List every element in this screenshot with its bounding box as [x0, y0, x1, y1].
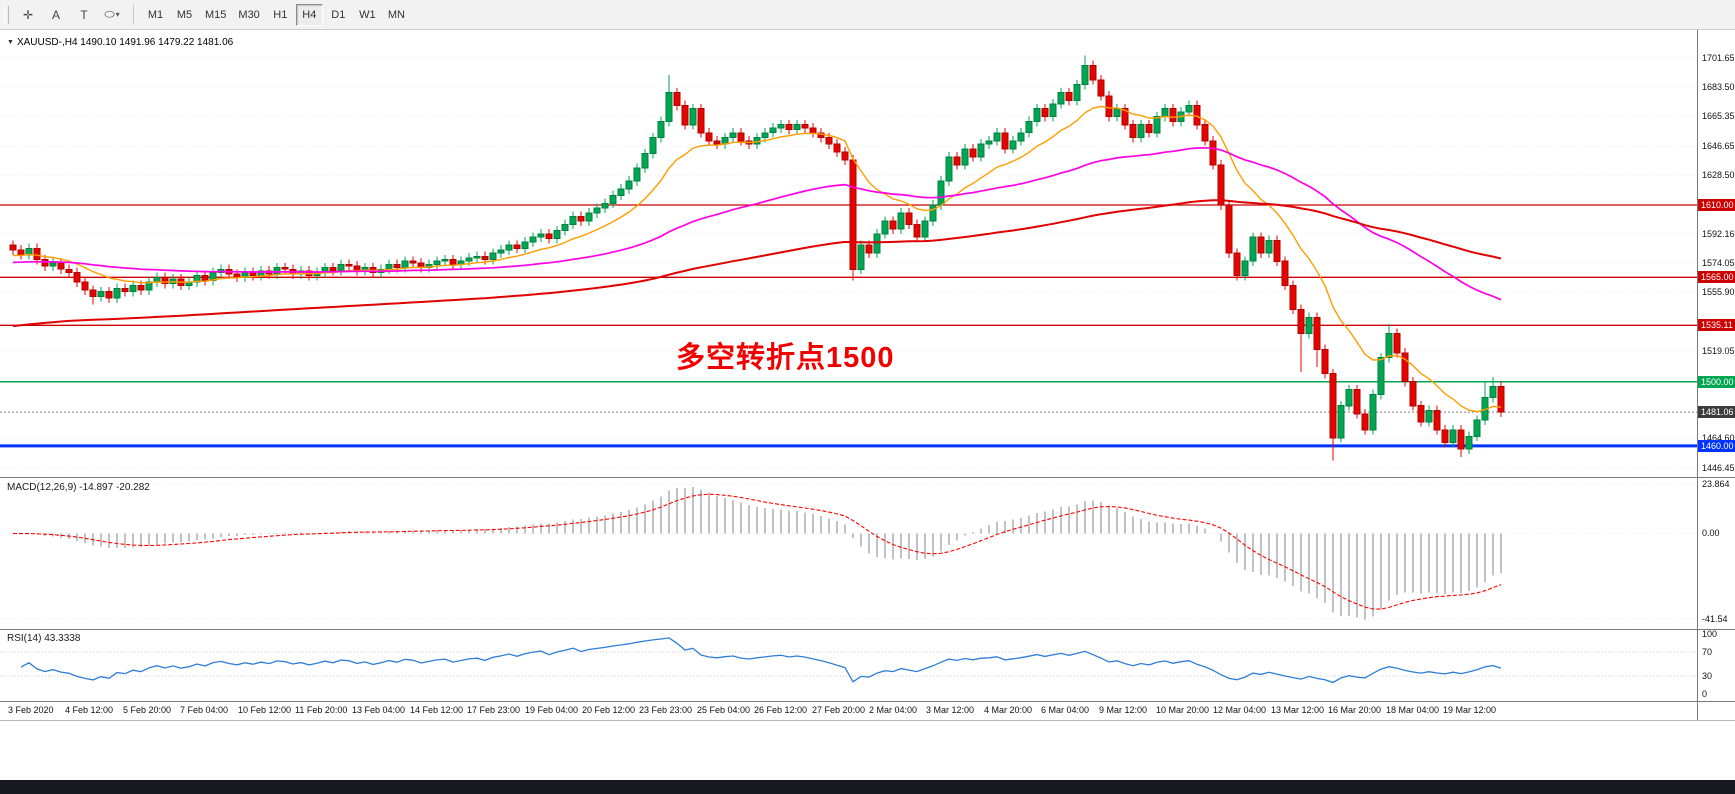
- window-bottom-edge: [0, 720, 1735, 721]
- time-tick-label: 3 Mar 12:00: [926, 705, 975, 715]
- dropdown-caret-icon: ▾: [115, 10, 120, 19]
- time-tick-label: 12 Mar 04:00: [1213, 705, 1267, 715]
- text-label-tool-button[interactable]: T: [71, 3, 97, 26]
- bottom-dark-bar: [0, 780, 1735, 794]
- text-label-tool-icon: T: [80, 7, 88, 22]
- time-tick-label: 2 Mar 04:00: [869, 705, 918, 715]
- time-tick-label: 4 Feb 12:00: [65, 705, 114, 715]
- time-tick-label: 9 Mar 12:00: [1099, 705, 1148, 715]
- drawing-tools-group: ✛ A T ⬭ ▾: [14, 3, 126, 26]
- time-tick-label: 10 Feb 12:00: [238, 705, 292, 715]
- time-tick-label: 18 Mar 04:00: [1386, 705, 1440, 715]
- macd-panel-canvas[interactable]: [0, 478, 1735, 630]
- price-level-badge: 1500.00: [1698, 375, 1735, 388]
- symbol-ohlc-text: XAUUSD-,H4 1490.10 1491.96 1479.22 1481.…: [16, 37, 234, 48]
- axis-tick-label: 0.00: [1702, 528, 1720, 539]
- price-chart-canvas[interactable]: [0, 30, 1735, 478]
- moving-average-slow: [12, 199, 1502, 328]
- crosshair-tool-icon: ✛: [22, 7, 34, 22]
- timeframe-group: M1 M5 M15 M30 H1 H4 D1 W1 MN: [141, 3, 411, 26]
- axis-tick-label: 1592.16: [1702, 228, 1735, 239]
- text-tool-icon: A: [51, 7, 60, 22]
- axis-tick-label: 1628.50: [1702, 170, 1735, 181]
- price-level-badge: 1535.11: [1698, 319, 1735, 332]
- time-tick-label: 19 Feb 04:00: [525, 705, 579, 715]
- timeframe-button-m5[interactable]: M5: [171, 4, 198, 26]
- axis-tick-label: 30: [1702, 671, 1713, 681]
- price-level-badge: 1565.00: [1698, 271, 1735, 284]
- time-tick-label: 13 Feb 04:00: [352, 705, 406, 715]
- price-axis[interactable]: 1701.65 1683.50 1665.35 1646.65 1628.50 1592.…: [1697, 30, 1735, 720]
- timeframe-button-w1[interactable]: W1: [354, 4, 381, 26]
- text-tool-button[interactable]: A: [43, 3, 69, 26]
- time-axis[interactable]: 3 Feb 2020 4 Feb 12:00 5 Feb 20:00 7 Feb 04…: [0, 702, 1697, 720]
- time-tick-label: 6 Mar 04:00: [1041, 705, 1090, 715]
- timeframe-button-m1[interactable]: M1: [142, 4, 169, 26]
- axis-tick-label: 0: [1702, 689, 1708, 699]
- timeframe-button-d1[interactable]: D1: [325, 4, 352, 26]
- time-tick-label: 25 Feb 04:00: [697, 705, 751, 715]
- axis-tick-label: 1683.50: [1702, 82, 1735, 92]
- shapes-tool-icon: ⬭: [104, 7, 115, 21]
- moving-average-medium: [12, 146, 1502, 301]
- axis-tick-label: -41.54: [1702, 613, 1728, 624]
- time-tick-label: 14 Feb 12:00: [410, 705, 464, 715]
- axis-tick-label: 1646.65: [1702, 141, 1735, 152]
- macd-label: MACD(12,26,9) -14.897 -20.282: [7, 482, 150, 493]
- axis-tick-label: 1519.05: [1702, 346, 1735, 357]
- panel-separator[interactable]: [0, 477, 1735, 478]
- chart-toolbar: ✛ A T ⬭ ▾ M1 M5 M15 M30 H1 H4 D1 W1 MN: [0, 0, 1735, 30]
- collapse-icon[interactable]: ▼: [7, 39, 14, 46]
- price-level-badge: 1610.00: [1698, 199, 1735, 212]
- time-tick-label: 3 Feb 2020: [8, 705, 54, 715]
- rsi-panel-canvas[interactable]: [0, 630, 1735, 702]
- axis-tick-label: 1446.45: [1702, 462, 1735, 473]
- time-tick-label: 10 Mar 20:00: [1156, 705, 1210, 715]
- shapes-tool-button[interactable]: ⬭ ▾: [99, 3, 125, 26]
- time-tick-label: 16 Mar 20:00: [1328, 705, 1382, 715]
- axis-tick-label: 100: [1702, 629, 1718, 639]
- time-tick-label: 17 Feb 23:00: [467, 705, 521, 715]
- crosshair-tool-button[interactable]: ✛: [15, 3, 41, 26]
- axis-tick-label: 70: [1702, 647, 1713, 657]
- time-tick-label: 11 Feb 20:00: [295, 705, 348, 715]
- chart-annotation-text[interactable]: 多空转折点1500: [676, 342, 895, 374]
- panel-separator: [0, 701, 1735, 702]
- time-tick-label: 7 Feb 04:00: [180, 705, 229, 715]
- symbol-ohlc-label: ▼ XAUUSD-,H4 1490.10 1491.96 1479.22 1481…: [7, 37, 233, 48]
- time-tick-label: 27 Feb 20:00: [812, 705, 866, 715]
- timeframe-button-m30[interactable]: M30: [233, 4, 264, 26]
- price-level-badge: 1460.00: [1698, 439, 1735, 452]
- timeframe-button-m15[interactable]: M15: [200, 4, 231, 26]
- macd-signal-line: [12, 493, 1502, 610]
- timeframe-button-h1[interactable]: H1: [267, 4, 294, 26]
- toolbar-grip[interactable]: [4, 5, 9, 24]
- timeframe-button-h4[interactable]: H4: [295, 3, 323, 26]
- panel-separator[interactable]: [0, 629, 1735, 630]
- macd-histogram: [20, 487, 1502, 620]
- axis-tick-label: 1665.35: [1702, 111, 1735, 122]
- time-tick-label: 5 Feb 20:00: [123, 705, 172, 715]
- time-tick-label: 19 Mar 12:00: [1443, 705, 1497, 715]
- time-tick-label: 4 Mar 20:00: [984, 705, 1033, 715]
- time-tick-label: 20 Feb 12:00: [582, 705, 636, 715]
- time-tick-label: 23 Feb 23:00: [639, 705, 693, 715]
- time-tick-label: 26 Feb 12:00: [754, 705, 808, 715]
- rsi-label: RSI(14) 43.3338: [7, 633, 81, 644]
- axis-tick-label: 1464.60: [1702, 433, 1735, 444]
- axis-tick-label: 1701.65: [1702, 52, 1735, 63]
- timeframe-button-mn[interactable]: MN: [383, 4, 410, 26]
- moving-average-fast: [12, 105, 1502, 413]
- current-price-badge: 1481.06: [1698, 406, 1735, 419]
- axis-tick-label: 1555.90: [1702, 286, 1735, 297]
- toolbar-separator: [133, 4, 134, 25]
- axis-tick-label: 1574.05: [1702, 257, 1735, 268]
- axis-tick-label: 23.864: [1702, 479, 1730, 490]
- time-tick-label: 13 Mar 12:00: [1271, 705, 1325, 715]
- rsi-line: [20, 637, 1502, 684]
